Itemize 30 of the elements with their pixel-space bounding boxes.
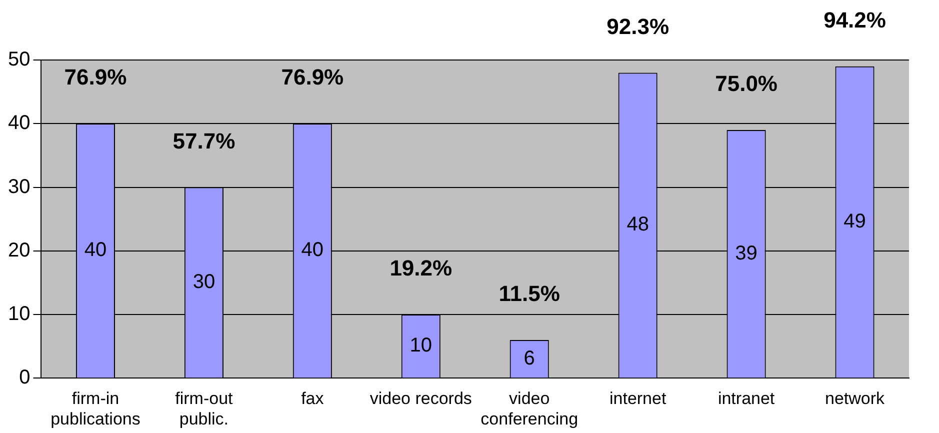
y-tick-label: 0 bbox=[19, 366, 30, 389]
annotation: 76.9% bbox=[64, 64, 127, 90]
x-tick-label: internet bbox=[609, 389, 666, 408]
data-label: 48 bbox=[626, 214, 649, 236]
annotation: 19.2% bbox=[390, 256, 452, 281]
annotation: 75.0% bbox=[715, 71, 778, 96]
y-tick-label: 10 bbox=[8, 303, 30, 326]
data-label: 40 bbox=[84, 239, 107, 262]
x-tick-label: video conferencing bbox=[480, 389, 578, 428]
x-tick-label: fax bbox=[301, 389, 324, 408]
data-label: 6 bbox=[524, 347, 535, 370]
y-tick-label: 50 bbox=[8, 48, 30, 71]
data-label: 39 bbox=[735, 242, 758, 264]
data-label: 40 bbox=[301, 239, 324, 262]
y-tick-label: 30 bbox=[8, 176, 30, 198]
y-tick-label: 20 bbox=[8, 239, 30, 262]
y-tick-label: 40 bbox=[8, 112, 30, 134]
data-label: 49 bbox=[844, 210, 866, 233]
annotation: 94.2% bbox=[824, 7, 886, 32]
x-tick-label: intranet bbox=[718, 389, 775, 408]
annotation: 11.5% bbox=[498, 281, 560, 306]
data-label: 10 bbox=[410, 334, 432, 357]
x-tick-label: firm-out public. bbox=[175, 389, 234, 428]
annotation: 76.9% bbox=[281, 64, 344, 90]
x-tick-label: network bbox=[825, 389, 886, 408]
annotation: 57.7% bbox=[172, 128, 236, 154]
x-tick-label: video records bbox=[370, 389, 472, 408]
x-tick-label: firm-in publications bbox=[50, 389, 140, 428]
data-label: 30 bbox=[192, 271, 216, 294]
annotation: 92.3% bbox=[606, 14, 670, 39]
